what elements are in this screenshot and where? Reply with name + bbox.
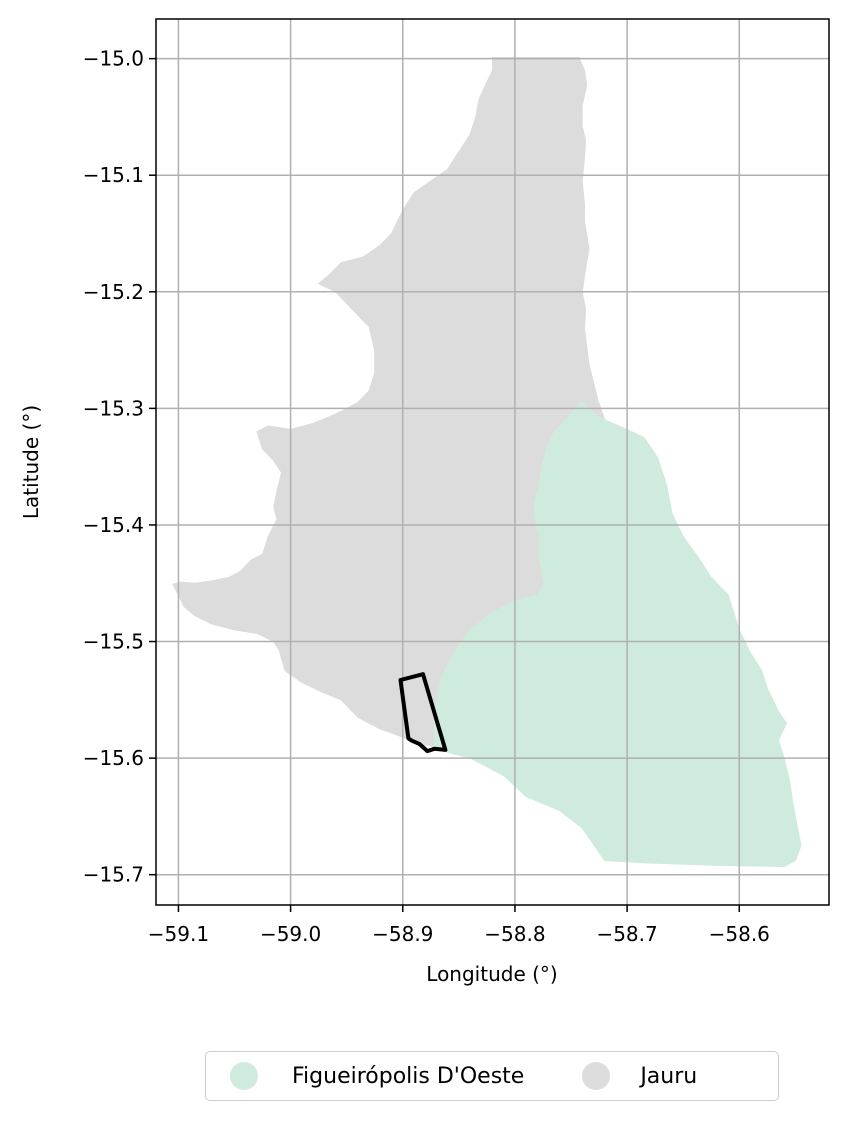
grid-layer [156, 19, 829, 905]
plot-frame [155, 18, 830, 906]
x-tick-label-2: −58.9 [372, 922, 433, 946]
legend-marker-jauru [582, 1062, 611, 1090]
x-tick-label-3: −58.8 [484, 922, 545, 946]
y-ticks: −15.0 −15.1 −15.2 −15.3 −15.4 −15.5 −15.6 −15.7 [83, 47, 156, 887]
legend-item-jauru: Jauru [582, 1062, 697, 1090]
y-tick-label-5: −15.5 [83, 630, 144, 654]
x-tick-label-4: −58.7 [596, 922, 657, 946]
y-axis-label: Latitude (°) [19, 405, 43, 519]
x-axis-label: Longitude (°) [426, 962, 557, 986]
y-tick-label-6: −15.6 [83, 746, 144, 770]
legend-label-figueiropolis: Figueirópolis D'Oeste [292, 1063, 525, 1089]
legend-marker-figueiropolis [230, 1062, 258, 1090]
y-tick-label-4: −15.4 [83, 513, 144, 537]
y-tick-label-7: −15.7 [83, 863, 144, 887]
legend-item-figueiropolis: Figueirópolis D'Oeste [230, 1062, 524, 1090]
y-tick-label-3: −15.3 [83, 396, 144, 420]
region-figueiropolis [433, 400, 802, 868]
legend: Figueirópolis D'Oeste Jauru [205, 1051, 779, 1101]
x-tick-label-1: −59.0 [260, 922, 321, 946]
y-tick-label-0: −15.0 [83, 47, 144, 71]
legend-label-jauru: Jauru [640, 1063, 698, 1089]
y-tick-label-1: −15.1 [83, 163, 144, 187]
x-tick-label-0: −59.1 [148, 922, 209, 946]
x-tick-label-5: −58.6 [709, 922, 770, 946]
outline-layer [398, 672, 448, 754]
y-tick-label-2: −15.2 [83, 280, 144, 304]
x-ticks: −59.1 −59.0 −58.9 −58.8 −58.7 −58.6 [148, 905, 770, 946]
regions-layer [172, 57, 802, 868]
study-area-outline [398, 672, 448, 754]
region-jauru [172, 57, 606, 748]
